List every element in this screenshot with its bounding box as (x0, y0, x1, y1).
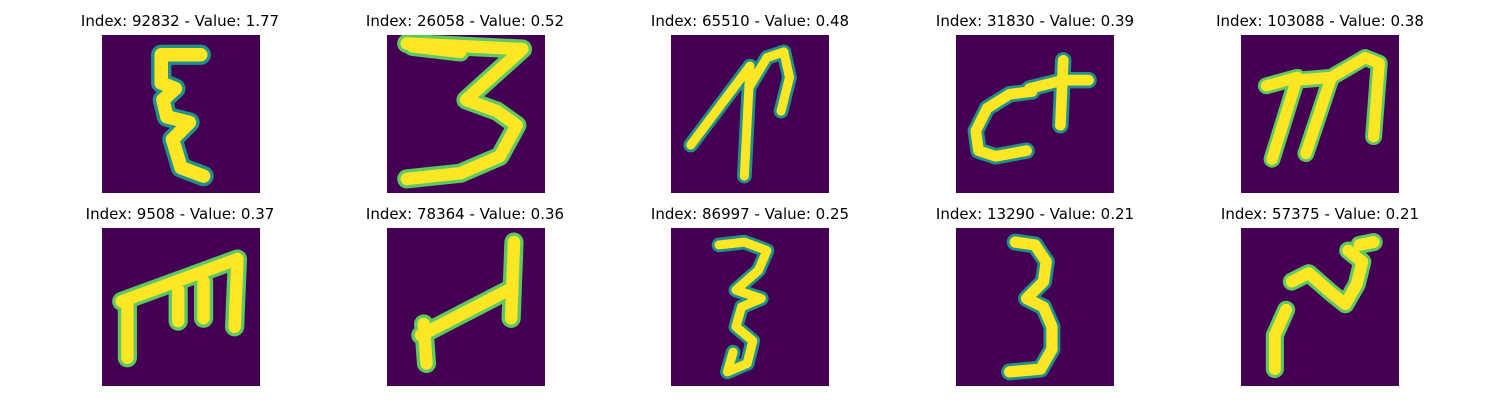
digit-image (102, 35, 260, 193)
panel-title: Index: 86997 - Value: 0.25 (650, 205, 850, 223)
panel-title: Index: 57375 - Value: 0.21 (1220, 205, 1420, 223)
digit-image (671, 228, 829, 386)
digit-image (1241, 35, 1399, 193)
panel-title: Index: 9508 - Value: 0.37 (85, 205, 275, 223)
panel-title: Index: 31830 - Value: 0.39 (935, 12, 1135, 30)
panel-title: Index: 78364 - Value: 0.36 (365, 205, 565, 223)
digit-image (387, 228, 545, 386)
panel-title: Index: 92832 - Value: 1.77 (80, 12, 280, 30)
digit-image (102, 228, 260, 386)
panel-title: Index: 13290 - Value: 0.21 (935, 205, 1135, 223)
panel-title: Index: 26058 - Value: 0.52 (365, 12, 565, 30)
digit-image (1241, 228, 1399, 386)
digit-image (671, 35, 829, 193)
digit-image (956, 228, 1114, 386)
panel-title: Index: 65510 - Value: 0.48 (650, 12, 850, 30)
digit-image (387, 35, 545, 193)
digit-image (956, 35, 1114, 193)
panel-title: Index: 103088 - Value: 0.38 (1216, 12, 1424, 30)
